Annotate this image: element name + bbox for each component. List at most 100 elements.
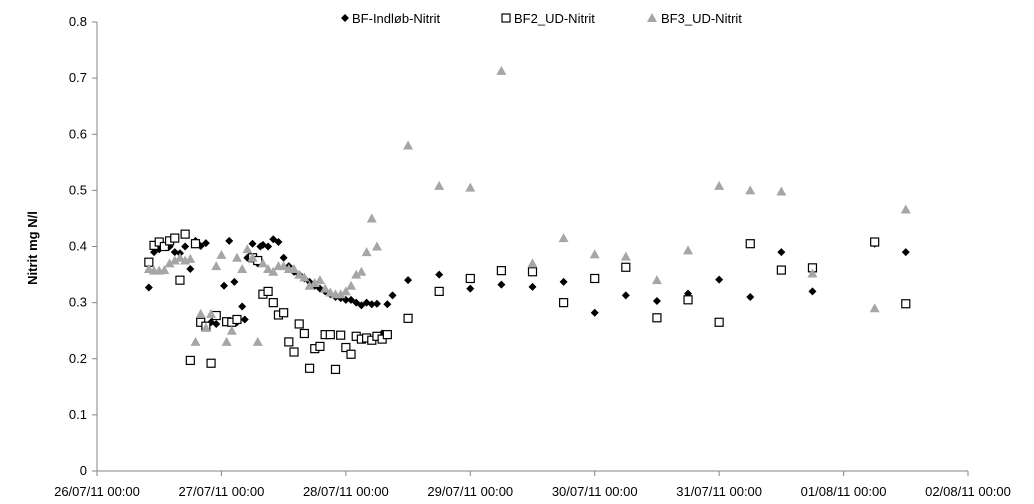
point-square [465, 273, 475, 284]
point-triangle [320, 283, 331, 293]
point-triangle [190, 336, 201, 346]
x-tick-label: 27/07/11 00:00 [179, 484, 265, 499]
y-tick-label: 0.3 [69, 295, 87, 310]
legend-item-bf-indlob: BF-Indløb-Nitrit [341, 11, 441, 26]
point-triangle [589, 249, 600, 259]
point-triangle [309, 277, 320, 287]
x-tick-label: 29/07/11 00:00 [427, 484, 513, 499]
point-square [590, 273, 600, 284]
point-square [170, 233, 180, 243]
point-square [621, 262, 631, 272]
point-diamond [181, 242, 190, 251]
point-diamond [367, 300, 376, 309]
point-diamond [746, 293, 755, 302]
point-diamond [715, 275, 724, 284]
point-triangle [185, 253, 196, 263]
point-square [341, 342, 351, 353]
point-diamond [220, 281, 229, 290]
point-diamond [528, 282, 537, 291]
point-square [382, 330, 392, 340]
legend-item-bf3: BF3_UD-Nitrit [647, 11, 742, 26]
point-diamond [621, 291, 630, 300]
point-triangle [263, 263, 274, 273]
point-triangle [226, 325, 237, 335]
x-tick-label: 30/07/11 00:00 [552, 484, 638, 499]
y-tick-label: 0.2 [69, 351, 87, 366]
point-square [434, 286, 444, 296]
point-triangle [159, 265, 170, 275]
y-tick-label: 0 [80, 463, 87, 478]
point-square [299, 328, 309, 339]
series-1 [144, 229, 911, 375]
legend-marker-square-icon [501, 13, 511, 23]
point-triangle [174, 252, 185, 262]
point-triangle [356, 266, 367, 276]
point-square [336, 330, 346, 340]
point-diamond [274, 238, 283, 247]
point-triangle [257, 258, 268, 268]
x-tick-label: 02/08/11 00:00 [925, 484, 1011, 499]
y-tick-label: 0.7 [69, 70, 87, 85]
point-triangle [683, 245, 694, 255]
point-square [714, 317, 724, 327]
point-triangle [206, 308, 217, 318]
legend: BF-Indløb-Nitrit BF2_UD-Nitrit BF3_UD-Ni… [341, 11, 742, 26]
point-triangle [278, 261, 289, 271]
point-triangle [216, 249, 227, 259]
point-triangle [169, 255, 180, 265]
point-diamond [201, 239, 210, 248]
point-square [232, 314, 242, 325]
point-diamond [559, 277, 568, 286]
axes [96, 22, 968, 472]
point-diamond [590, 308, 599, 317]
point-triangle [335, 289, 346, 299]
point-diamond [808, 287, 817, 296]
point-triangle [164, 258, 175, 268]
point-diamond [264, 242, 273, 251]
legend-label-bf2: BF2_UD-Nitrit [514, 11, 595, 26]
point-diamond [901, 248, 910, 257]
point-square [159, 241, 169, 252]
point-square [263, 286, 273, 296]
point-square [870, 237, 880, 247]
point-diamond [230, 277, 239, 286]
point-triangle [340, 286, 351, 296]
point-diamond [466, 284, 475, 293]
x-tick-label: 26/07/11 00:00 [54, 484, 140, 499]
point-triangle [346, 280, 357, 290]
point-square [304, 363, 315, 373]
point-triangle [558, 233, 569, 243]
point-triangle [294, 269, 305, 279]
legend-label-bf3: BF3_UD-Nitrit [661, 11, 742, 26]
point-square [294, 319, 304, 329]
point-diamond [238, 302, 247, 311]
point-square [180, 229, 190, 239]
y-tick-label: 0.1 [69, 407, 87, 422]
point-triangle [366, 213, 377, 223]
point-triangle [371, 241, 382, 251]
data-points [143, 65, 911, 375]
point-diamond [404, 276, 413, 285]
x-tick-label: 01/08/11 00:00 [801, 484, 887, 499]
point-triangle [195, 308, 206, 318]
y-axis-title: Nitrit mg N/l [25, 211, 40, 285]
point-diamond [186, 264, 195, 273]
point-square [403, 313, 413, 323]
point-square [745, 239, 755, 249]
point-square [279, 308, 289, 318]
point-triangle [361, 247, 372, 257]
point-triangle [247, 252, 258, 262]
point-triangle [221, 336, 232, 346]
point-diamond [170, 248, 179, 257]
point-square [776, 265, 786, 275]
point-square [185, 355, 195, 366]
point-triangle [304, 280, 315, 290]
point-square [346, 349, 356, 359]
point-triangle [465, 182, 476, 192]
point-square [325, 330, 335, 340]
legend-marker-diamond-icon [341, 14, 349, 22]
point-diamond [144, 283, 153, 292]
legend-item-bf2: BF2_UD-Nitrit [501, 11, 595, 26]
point-triangle [314, 275, 325, 285]
point-triangle [714, 180, 725, 190]
